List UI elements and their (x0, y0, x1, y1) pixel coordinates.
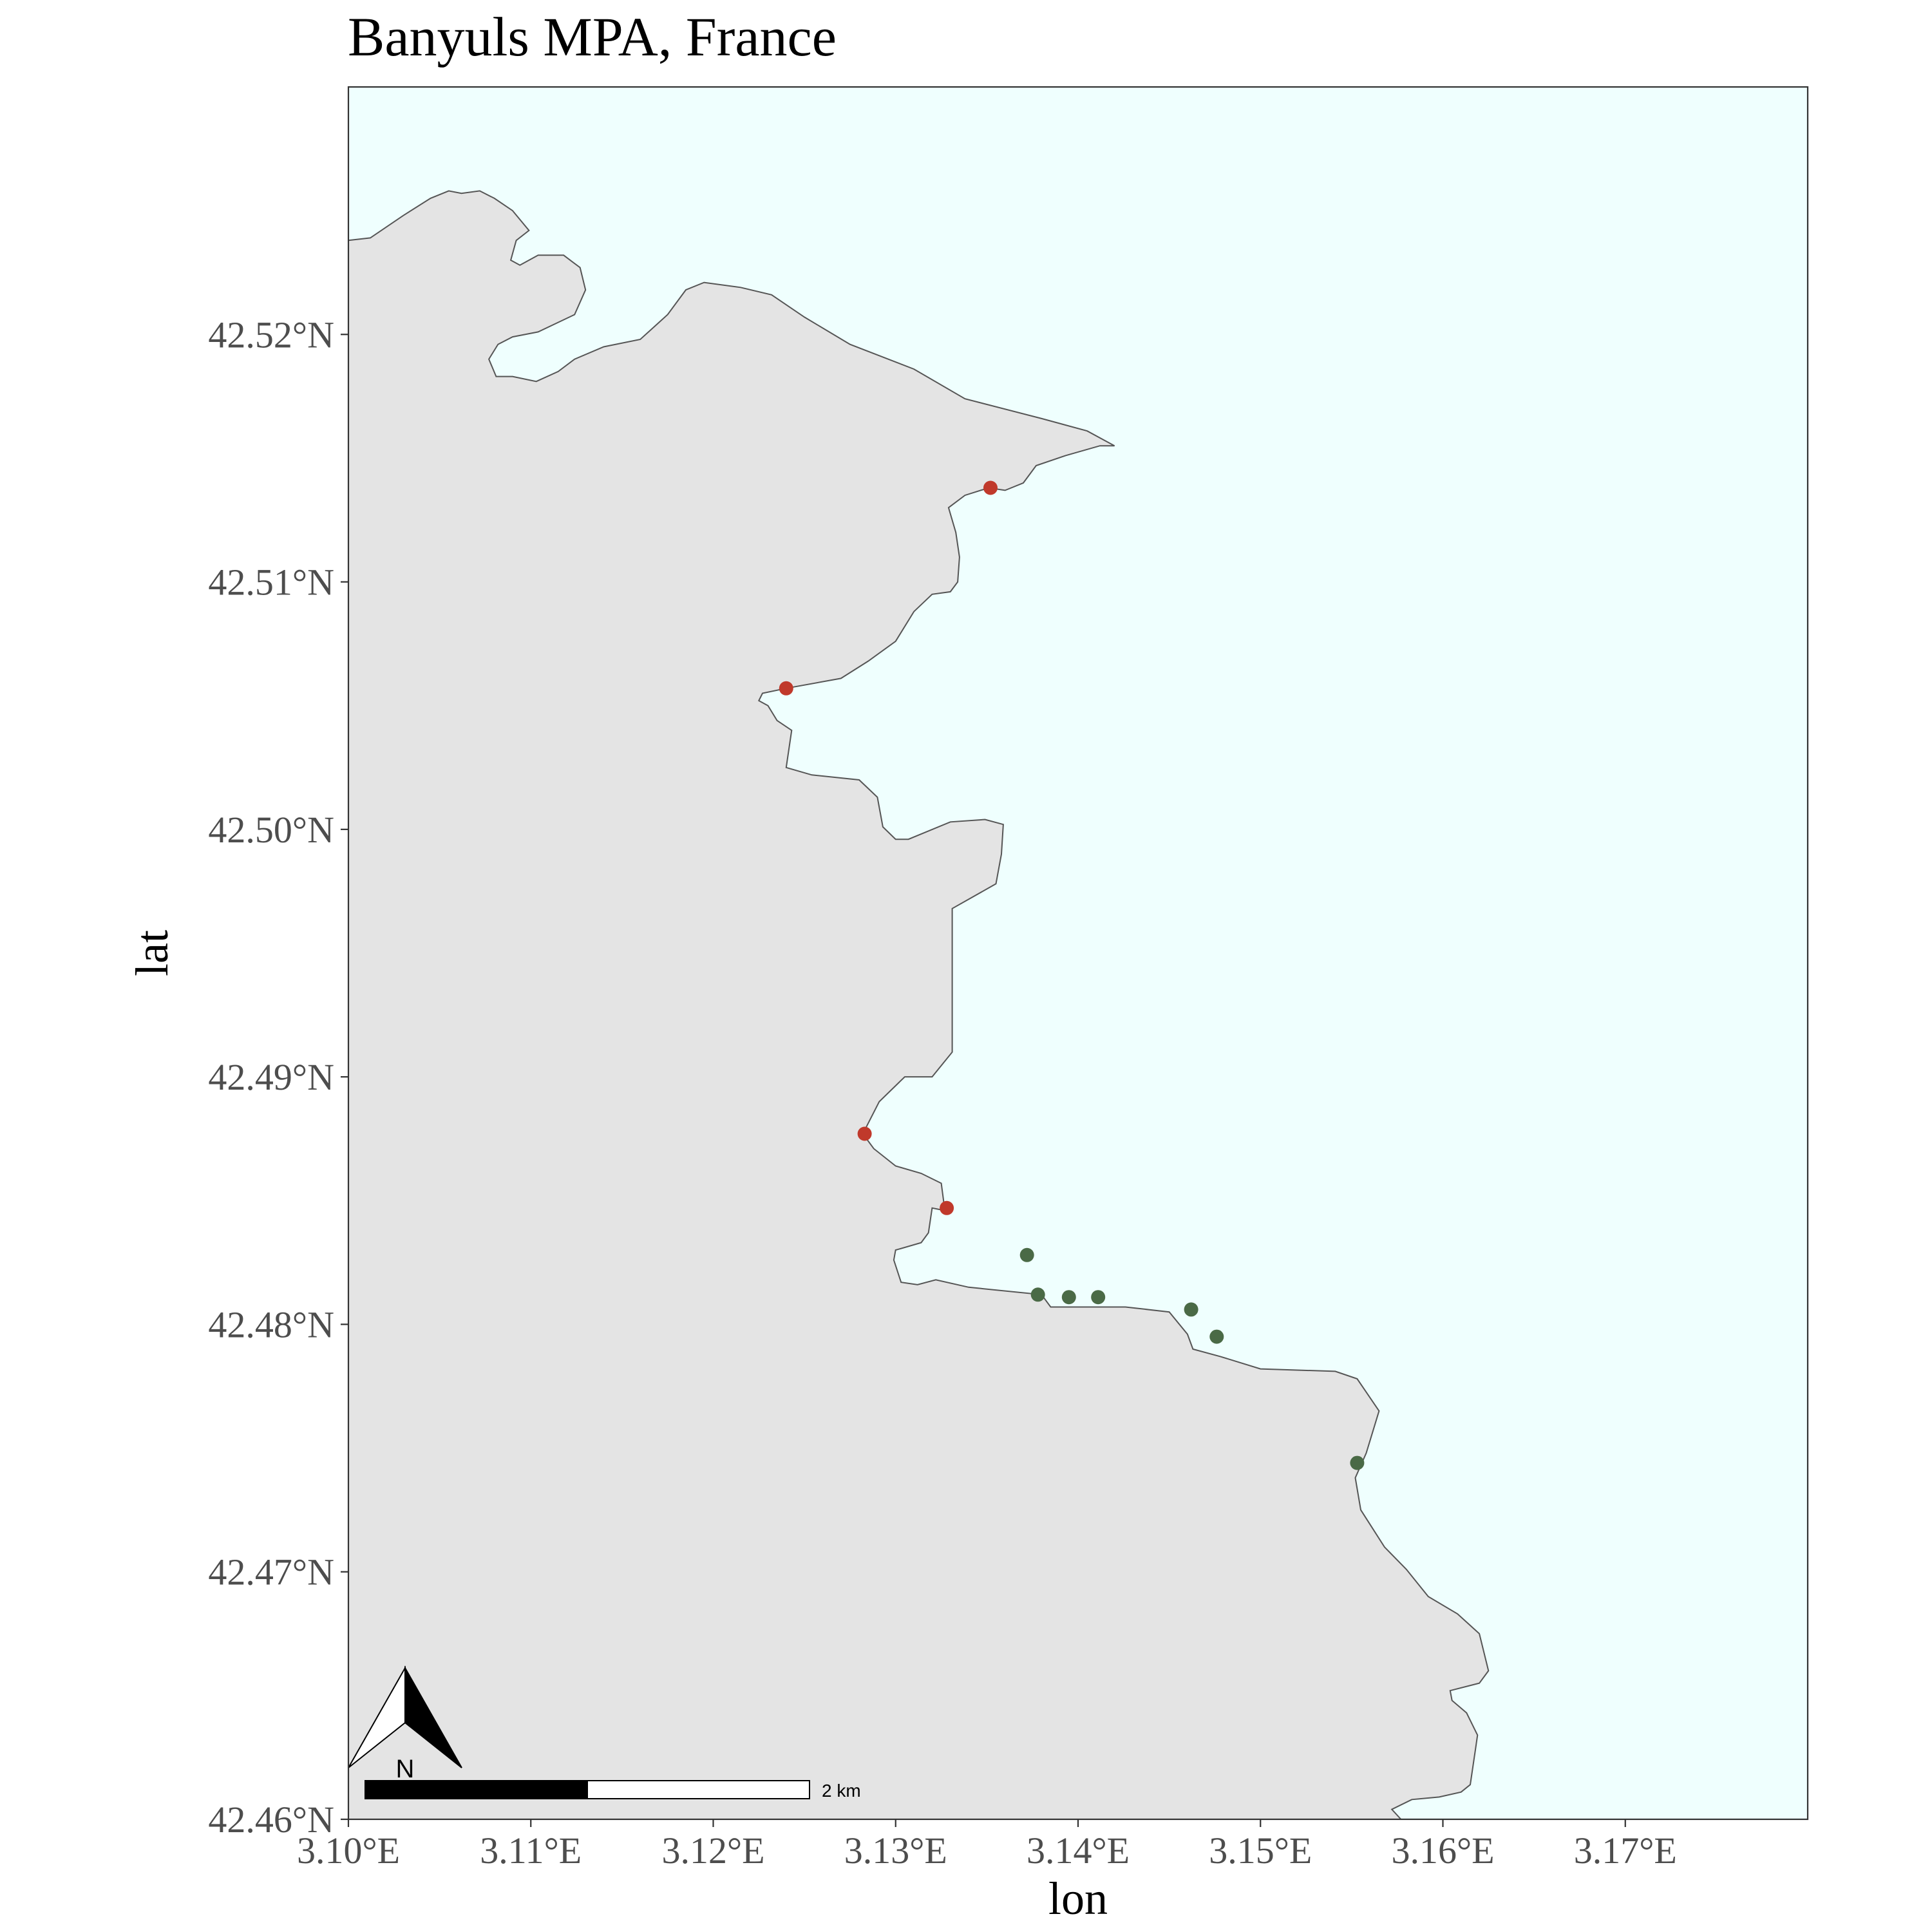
x-tick-label: 3.10°E (297, 1830, 400, 1871)
y-tick-label: 42.51°N (208, 562, 334, 603)
site-point-series-2-4 (1091, 1290, 1106, 1305)
y-axis: 42.46°N 42.47°N 42.48°N 42.49°N 42.50°N 42.51… (208, 314, 348, 1841)
x-tick-label: 3.17°E (1574, 1830, 1677, 1871)
x-tick-label: 3.11°E (480, 1830, 582, 1871)
x-tick-label: 3.16°E (1391, 1830, 1494, 1871)
y-tick-label: 42.47°N (208, 1551, 334, 1593)
site-point-series-2-1 (1019, 1247, 1034, 1262)
sampling-sites (779, 480, 1365, 1470)
x-tick-label: 3.12°E (661, 1830, 764, 1871)
y-tick-label: 42.49°N (208, 1056, 334, 1098)
site-point-series-2-2 (1030, 1287, 1045, 1302)
land-layer (348, 190, 1490, 1820)
y-tick-label: 42.52°N (208, 314, 334, 355)
site-point-series-2-5 (1184, 1302, 1198, 1317)
site-point-series-2-7 (1350, 1455, 1365, 1470)
map-panel: N 2 km (347, 86, 1809, 1821)
y-tick-label: 42.48°N (208, 1303, 334, 1345)
north-arrow-right-half (404, 1665, 462, 1768)
x-tick-label: 3.14°E (1027, 1830, 1130, 1871)
x-axis: 3.10°E 3.11°E 3.12°E 3.13°E 3.14°E 3.15°E 3.16… (297, 1819, 1677, 1871)
site-point-series-1-4 (940, 1200, 954, 1215)
site-point-series-2-3 (1061, 1290, 1076, 1305)
site-point-series-1-3 (857, 1126, 872, 1141)
y-tick-label: 42.50°N (208, 809, 334, 851)
x-tick-label: 3.15°E (1209, 1830, 1312, 1871)
coastline (348, 190, 1490, 1820)
y-axis-label: lat (126, 930, 178, 976)
scale-bar-label: 2 km (822, 1781, 861, 1801)
north-arrow: N (348, 1665, 462, 1783)
site-point-series-1-1 (983, 480, 998, 495)
north-arrow-label: N (396, 1755, 415, 1783)
land-area (348, 191, 1489, 1820)
x-axis-label: lon (1048, 1873, 1108, 1924)
x-tick-label: 3.13°E (844, 1830, 947, 1871)
scale-bar-filled-segment (365, 1780, 588, 1799)
scale-bar-empty-segment (587, 1780, 810, 1799)
scale-bar: 2 km (365, 1780, 861, 1801)
map-title: Banyuls MPA, France (348, 6, 837, 68)
y-tick-label: 42.46°N (208, 1799, 334, 1841)
site-point-series-1-2 (779, 681, 793, 696)
site-point-series-2-6 (1209, 1329, 1224, 1344)
